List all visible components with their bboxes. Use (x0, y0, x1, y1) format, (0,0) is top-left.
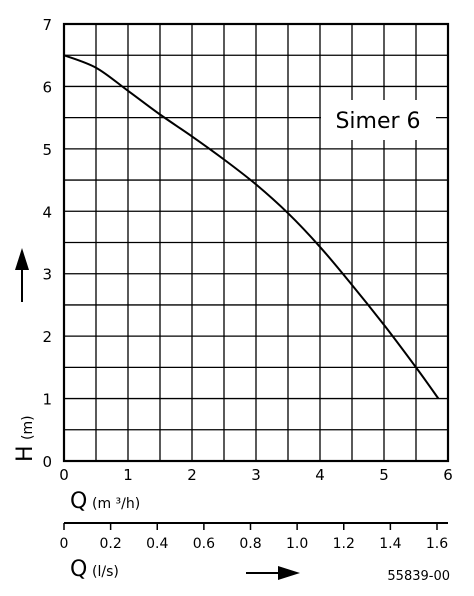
secondary-x-axis: 0 0.2 0.4 0.6 0.8 1.0 1.2 1.4 1.6 (60, 522, 448, 552)
secondary-x-tick-label: 0.6 (193, 536, 215, 552)
y-arrow-icon (15, 248, 29, 302)
x-axis-label-unit: (m ³/h) (92, 496, 140, 512)
y-tick-label: 3 (42, 266, 52, 284)
y-tick-label: 0 (42, 453, 52, 471)
x-tick-label: 0 (59, 466, 69, 484)
y-tick-label: 6 (42, 78, 52, 96)
secondary-x-tick-label: 1.2 (333, 536, 355, 552)
secondary-x-tick-label: 0.4 (146, 536, 168, 552)
series-line (63, 54, 440, 400)
y-axis-label: H (m) (13, 415, 38, 462)
plot-frame (62, 22, 450, 463)
x-axis-label-symbol: Q (70, 489, 87, 514)
y-tick-label: 1 (42, 391, 52, 409)
secondary-x-tick-label: 1.6 (426, 536, 448, 552)
grid (63, 23, 449, 462)
x-tick-label: 2 (187, 466, 197, 484)
y-tick-label: 4 (42, 203, 52, 221)
x-arrow-icon (246, 566, 300, 580)
x2-axis-label: Q (l/s) (70, 557, 119, 582)
secondary-x-tick-labels: 0 0.2 0.4 0.6 0.8 1.0 1.2 1.4 1.6 (60, 523, 448, 552)
x2-axis-label-unit: (l/s) (92, 564, 119, 580)
y-tick-label: 7 (42, 16, 52, 34)
y-tick-label: 5 (42, 141, 52, 159)
x-tick-label: 6 (443, 466, 453, 484)
x-tick-label: 1 (123, 466, 133, 484)
x-axis-label: Q (m ³/h) (70, 489, 140, 514)
secondary-x-tick-label: 0.8 (239, 536, 261, 552)
x2-axis-label-symbol: Q (70, 557, 87, 582)
x-tick-labels: 0 1 2 3 4 5 6 (59, 466, 453, 484)
drawing-code: 55839-00 (387, 569, 450, 584)
x-tick-label: 4 (315, 466, 325, 484)
y-tick-labels: 0 1 2 3 4 5 6 7 (42, 16, 52, 471)
x-tick-label: 5 (379, 466, 389, 484)
secondary-x-tick-label: 1.4 (379, 536, 401, 552)
y-tick-label: 2 (42, 328, 52, 346)
secondary-x-tick-label: 0.2 (99, 536, 121, 552)
y-axis-label-symbol: H (13, 445, 38, 462)
chart-title: Simer 6 (335, 109, 420, 134)
x-tick-label: 3 (251, 466, 261, 484)
y-axis-label-unit: (m) (20, 415, 36, 440)
title-box: Simer 6 (321, 100, 436, 140)
secondary-x-tick-label: 1.0 (286, 536, 308, 552)
secondary-x-tick-label: 0 (60, 536, 69, 552)
